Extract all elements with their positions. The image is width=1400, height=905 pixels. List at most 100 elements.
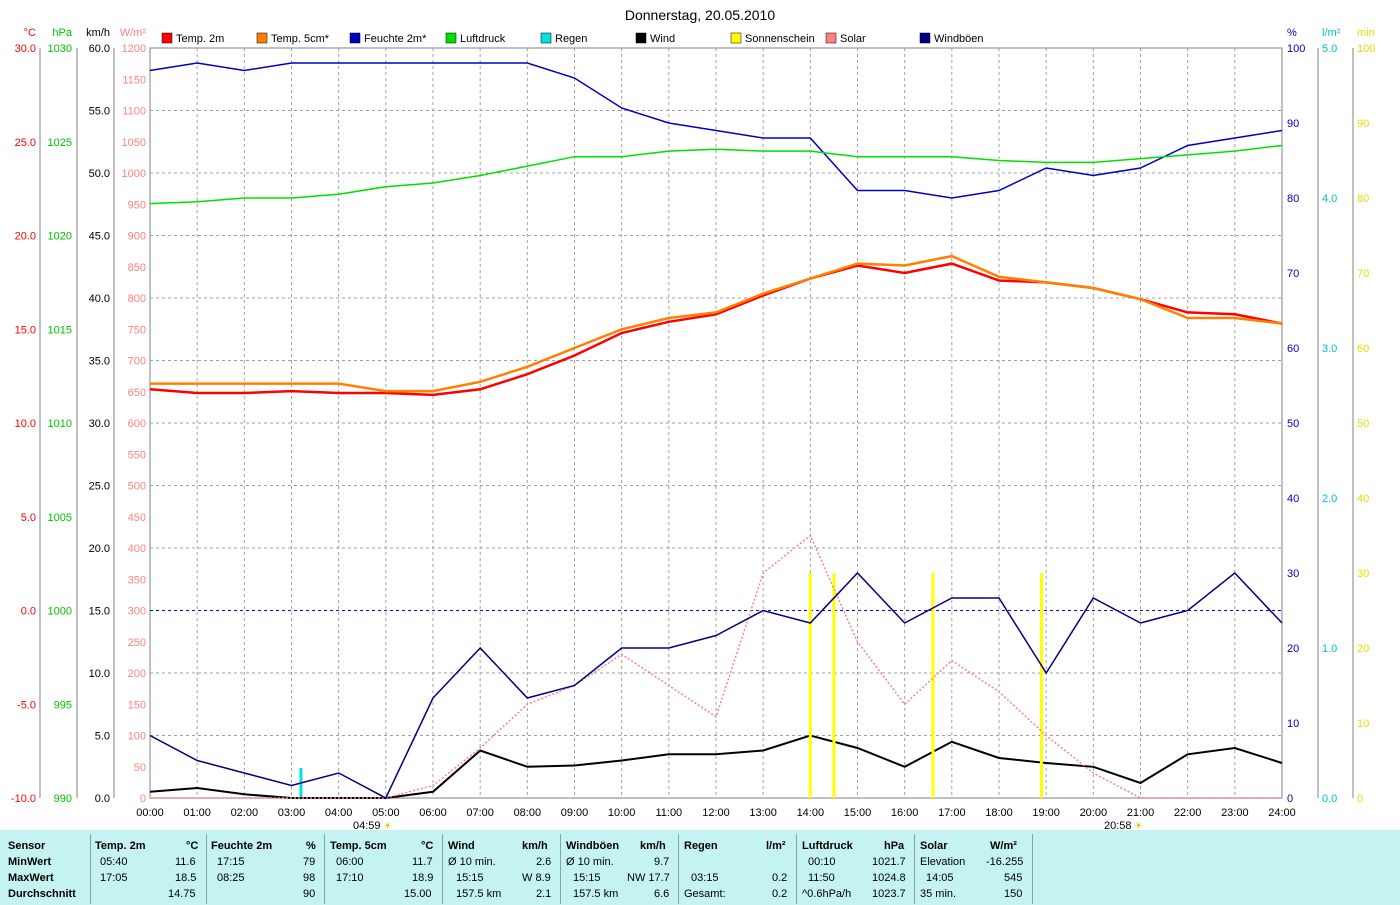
x-tick-label: 09:00 bbox=[561, 807, 589, 819]
x-tick-label: 00:00 bbox=[136, 807, 164, 819]
wind-tick-label: 50.0 bbox=[89, 168, 110, 180]
gusts-min: 9.7 bbox=[654, 856, 670, 868]
x-tick-label: 20:00 bbox=[1080, 807, 1108, 819]
row-label-avg: Durchschnitt bbox=[8, 888, 76, 900]
series-line bbox=[150, 534, 1282, 799]
wind-tick-label: 15.0 bbox=[89, 606, 110, 618]
solar-unit-label: W/m² bbox=[120, 27, 147, 39]
temp2m-min: 11.6 bbox=[175, 856, 196, 868]
humidity-tick-label: 70 bbox=[1287, 268, 1299, 280]
legend-swatch bbox=[730, 32, 742, 44]
solar-tick-label: 500 bbox=[128, 481, 146, 493]
solar-unit: W/m² bbox=[990, 840, 1017, 852]
pressure-unit: hPa bbox=[884, 840, 905, 852]
legend-label: Temp. 2m bbox=[176, 33, 224, 45]
legend-label: Temp. 5cm* bbox=[271, 33, 330, 45]
wind-tick-label: 60.0 bbox=[89, 43, 110, 55]
sun-tick-label: 0 bbox=[1357, 793, 1363, 805]
x-tick-label: 07:00 bbox=[466, 807, 494, 819]
legend-swatch bbox=[161, 32, 173, 44]
pressure-max-time: 11:50 bbox=[808, 872, 835, 884]
humidity-min: 79 bbox=[303, 856, 316, 868]
wind-min-label: Ø 10 min. bbox=[448, 856, 496, 868]
summary-table: Sensor MinWert MaxWert Durchschnitt Temp… bbox=[0, 830, 1400, 905]
column-divider bbox=[442, 834, 443, 904]
legend-label: Sonnenschein bbox=[745, 33, 815, 45]
wind-tick-label: 40.0 bbox=[89, 293, 110, 305]
humidity-tick-label: 50 bbox=[1287, 418, 1299, 430]
pressure-tick-label: 1000 bbox=[48, 606, 72, 618]
wind-min: 2.6 bbox=[536, 856, 552, 868]
temp-tick-label: -5.0 bbox=[17, 699, 36, 711]
rain-tick-label: 4.0 bbox=[1322, 193, 1337, 205]
solar-avg: 150 bbox=[1004, 888, 1023, 900]
humidity-tick-label: 100 bbox=[1287, 43, 1305, 55]
x-tick-label: 04:00 bbox=[325, 807, 353, 819]
rain-tick-label: 0.0 bbox=[1322, 793, 1337, 805]
solar-tick-label: 900 bbox=[128, 231, 146, 243]
temp-tick-label: -10.0 bbox=[11, 793, 36, 805]
solar-tick-label: 600 bbox=[128, 418, 146, 430]
rain-tick-label: 3.0 bbox=[1322, 343, 1337, 355]
gusts-avg: 6.6 bbox=[654, 888, 670, 900]
humidity-max: 98 bbox=[303, 872, 316, 884]
wind-avg: 2.1 bbox=[536, 888, 552, 900]
humidity-unit-label: % bbox=[1287, 27, 1297, 39]
solar-max-time: 14:05 bbox=[926, 872, 954, 884]
humidity-max-time: 08:25 bbox=[217, 872, 245, 884]
legend-swatch bbox=[919, 32, 931, 44]
x-tick-label: 02:00 bbox=[231, 807, 259, 819]
x-tick-label: 11:00 bbox=[655, 807, 682, 819]
chart-legend: Temp. 2m Temp. 5cm* Feuchte 2m* Luftdruck Re… bbox=[161, 32, 984, 45]
series-line bbox=[149, 144, 1283, 205]
x-tick-label: 01:00 bbox=[183, 807, 211, 819]
solar-tick-label: 400 bbox=[128, 543, 146, 555]
temp5cm-min-time: 06:00 bbox=[336, 856, 364, 868]
pressure-tick-label: 1010 bbox=[48, 418, 72, 430]
x-tick-label: 19:00 bbox=[1032, 807, 1060, 819]
pressure-tick-label: 1020 bbox=[48, 231, 72, 243]
pressure-header: Luftdruck bbox=[802, 840, 853, 852]
solar-tick-label: 1000 bbox=[122, 168, 146, 180]
wind-tick-label: 30.0 bbox=[89, 418, 110, 430]
legend-label: Windböen bbox=[934, 33, 984, 45]
legend-label: Luftdruck bbox=[460, 33, 506, 45]
humidity-tick-label: 80 bbox=[1287, 193, 1299, 205]
solar-tick-label: 750 bbox=[128, 324, 146, 336]
column-divider bbox=[206, 834, 207, 904]
solar-tick-label: 300 bbox=[128, 606, 146, 618]
pressure-unit-label: hPa bbox=[52, 27, 72, 39]
chart-title: Donnerstag, 20.05.2010 bbox=[625, 7, 775, 23]
solar-max: 545 bbox=[1004, 872, 1023, 884]
sun-tick-label: 30 bbox=[1357, 568, 1369, 580]
wind-unit-label: km/h bbox=[86, 27, 110, 39]
temp2m-header: Temp. 2m bbox=[95, 840, 146, 852]
solar-tick-label: 250 bbox=[128, 637, 146, 649]
rain-tick-label: 5.0 bbox=[1322, 43, 1337, 55]
solar-tick-label: 150 bbox=[128, 699, 146, 711]
temp-tick-label: 15.0 bbox=[15, 324, 36, 336]
legend-swatch bbox=[635, 32, 647, 44]
solar-header: Solar bbox=[920, 840, 948, 852]
legend-swatch bbox=[445, 32, 457, 44]
solar-tick-label: 1150 bbox=[122, 74, 146, 86]
temp5cm-max: 18.9 bbox=[412, 872, 434, 884]
column-divider bbox=[796, 834, 797, 904]
temp5cm-avg: 15.00 bbox=[404, 888, 432, 900]
chart-axes: 00:00 01:00 02:00 03:00 04:00 05:00 06:00 07:00… bbox=[11, 27, 1375, 819]
solar-min-label: Elevation bbox=[920, 856, 966, 868]
solar-tick-label: 50 bbox=[134, 762, 146, 774]
solar-min: -16.255 bbox=[986, 856, 1024, 868]
legend-label: Feuchte 2m* bbox=[364, 33, 427, 45]
temp5cm-max-time: 17:10 bbox=[336, 872, 364, 884]
x-tick-label: 06:00 bbox=[419, 807, 447, 819]
legend-swatch bbox=[349, 32, 361, 44]
legend-swatch bbox=[540, 32, 552, 44]
x-tick-label: 16:00 bbox=[891, 807, 919, 819]
temp-tick-label: 20.0 bbox=[15, 231, 36, 243]
wind-tick-label: 5.0 bbox=[95, 731, 110, 743]
column-divider bbox=[90, 834, 91, 904]
sun-tick-label: 50 bbox=[1357, 418, 1369, 430]
temp-tick-label: 0.0 bbox=[21, 606, 36, 618]
temp2m-max: 18.5 bbox=[175, 872, 197, 884]
